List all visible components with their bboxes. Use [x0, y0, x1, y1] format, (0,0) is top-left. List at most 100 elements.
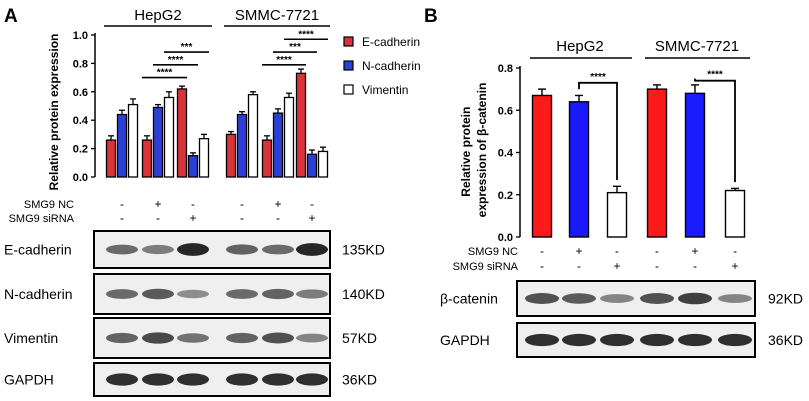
blot-band [525, 333, 559, 347]
treatment-mark: - [540, 244, 544, 258]
blot-size: 36KD [768, 332, 803, 348]
blot-band [718, 333, 752, 347]
blot-band [296, 333, 328, 343]
treatment-mark: - [191, 197, 195, 211]
blot-label: N-cadherin [4, 286, 72, 302]
bar-n-cadherin [116, 113, 128, 178]
panel-a-blots: E-cadherin 135KD N-cadherin 140KD Vimentin 57… [4, 230, 385, 397]
blot-size: 140KD [342, 286, 385, 302]
y-tick-label: 0.4 [73, 115, 89, 127]
treatment-mark: - [276, 211, 280, 225]
significance-bracket [694, 78, 736, 183]
y-tick-label: 0.8 [498, 63, 513, 75]
panel-b-bars [531, 84, 746, 238]
treatment-mark: - [733, 244, 737, 258]
blot-size: 92KD [768, 291, 803, 307]
blot-band [142, 288, 174, 300]
treatment-mark: - [240, 197, 244, 211]
blot-band [142, 373, 174, 386]
blot-band [562, 333, 596, 347]
panel-b-cell-lines: HepG2 SMMC-7721 [530, 38, 750, 59]
treatment-mark: + [274, 197, 281, 211]
panel-b-axes: 0.0 0.2 0.4 0.6 0.8 [498, 63, 521, 244]
bar-vimentin [283, 96, 295, 178]
bar-vimentin [247, 93, 259, 178]
legend-swatch [343, 84, 354, 95]
panel-a-significance: ********************** [142, 29, 328, 79]
y-tick-label: 1.0 [73, 30, 88, 42]
blot-band [142, 332, 174, 344]
panel-a-letter: A [4, 6, 18, 27]
significance-bracket [578, 81, 618, 180]
legend-label: Vimentin [362, 83, 408, 97]
significance-label: **** [276, 55, 292, 66]
bar-vimentin [163, 96, 175, 178]
bar-e-cadherin [141, 139, 153, 178]
blot-size: 135KD [342, 242, 385, 258]
treatment-mark: - [120, 211, 124, 225]
blot-band [106, 373, 138, 386]
blot-band [177, 373, 209, 386]
bar-e-cadherin [295, 72, 307, 178]
blot-band [262, 373, 294, 386]
blot-band [262, 244, 294, 255]
blot-band [177, 333, 209, 343]
significance-label: **** [157, 68, 173, 79]
blot-band [600, 294, 634, 303]
cell-line-label: SMMC-7721 [235, 7, 319, 24]
blot-band [226, 332, 258, 344]
blot-band [640, 293, 674, 304]
blot-band [142, 244, 174, 255]
bar-n-cadherin [306, 153, 318, 178]
blot-band [106, 332, 138, 344]
y-tick-label: 0.0 [498, 232, 513, 244]
blot-band [718, 294, 752, 303]
bar-e-cadherin [261, 139, 273, 178]
bar [531, 94, 553, 238]
bar-vimentin [198, 138, 210, 178]
treatment-mark: + [731, 259, 738, 273]
treatment-mark: + [189, 211, 196, 225]
blot-band [106, 289, 138, 299]
bar-vimentin [127, 103, 139, 178]
blot-label: Vimentin [4, 330, 58, 346]
panel-a-chart: Relative protein expression 0.0 0.2 0.4 0.6… [9, 7, 421, 225]
legend-swatch [343, 60, 354, 71]
panel-a-treatments: SMG9 NC - + - - + -SMG9 siRNA - - + - - + [9, 197, 316, 225]
cell-line-label: HepG2 [556, 38, 604, 55]
blot-band [296, 289, 328, 299]
treatment-mark: + [691, 244, 698, 258]
y-tick-label: 0.6 [498, 105, 513, 117]
panel-b-letter: B [424, 6, 438, 27]
treatment-mark: - [577, 259, 581, 273]
blot-band [562, 293, 596, 304]
treatment-label: SMG9 siRNA [9, 213, 75, 225]
significance-label: *** [181, 42, 193, 53]
blot-label: β-catenin [440, 291, 498, 307]
treatment-label: SMG9 siRNA [453, 261, 519, 273]
legend-label: N-cadherin [362, 59, 421, 73]
bar-e-cadherin [176, 88, 188, 178]
blot-band [226, 244, 258, 255]
blot-band [525, 293, 559, 304]
y-tick-label: 0.6 [73, 87, 88, 99]
panel-b-ylabel-line2: expression of β-catenin [475, 83, 489, 218]
legend-label: E-cadherin [362, 35, 420, 49]
significance-label: **** [590, 72, 606, 83]
treatment-mark: - [240, 211, 244, 225]
bar [724, 189, 746, 238]
bar [646, 88, 668, 238]
blot-band [226, 373, 258, 386]
panel-a-axes: 0.0 0.2 0.4 0.6 0.8 1.0 [73, 30, 96, 184]
significance-label: **** [168, 55, 184, 66]
panel-b-chart: Relative protein expression of β-catenin… [453, 38, 750, 273]
panel-b-ylabel-line1: Relative protein [459, 107, 473, 197]
treatment-mark: + [575, 244, 582, 258]
significance-label: **** [298, 29, 314, 40]
treatment-mark: - [540, 259, 544, 273]
bar-e-cadherin [105, 139, 117, 178]
significance-label: *** [289, 42, 301, 53]
blot-label: GAPDH [4, 372, 54, 388]
blot-label: E-cadherin [4, 242, 72, 258]
blot-band [226, 289, 258, 299]
